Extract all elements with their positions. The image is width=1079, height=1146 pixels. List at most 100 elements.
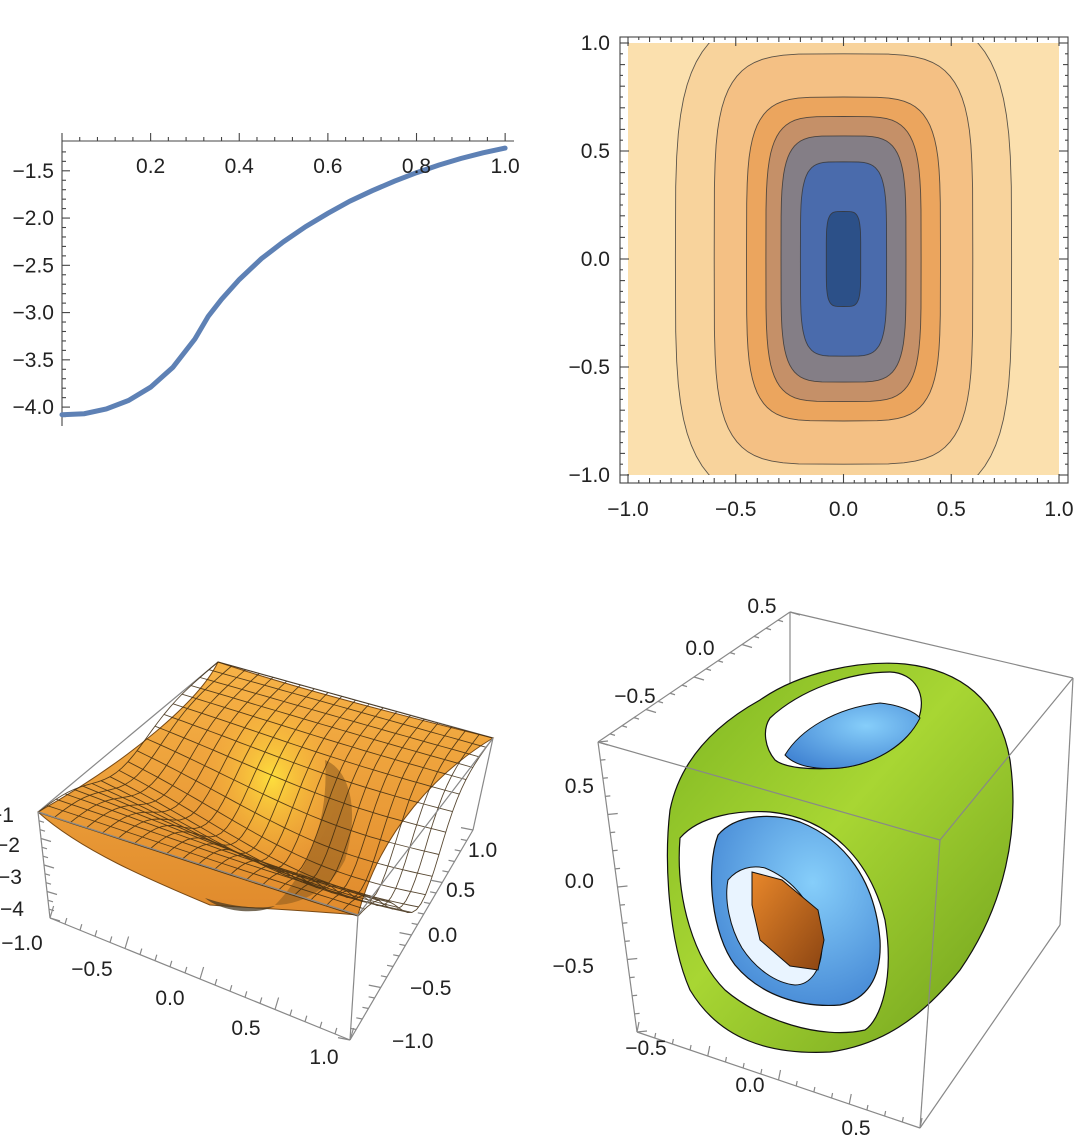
line-chart-x-tick-labels: 0.2 0.4 0.6 0.8 1.0 (136, 155, 520, 178)
contour3d-z-tick-label: −0.5 (553, 955, 594, 978)
line-x-tick-label: 1.0 (491, 155, 520, 178)
line-x-tick-label: 0.4 (225, 155, 255, 178)
contour3d-left-tick (597, 740, 609, 743)
contour3d-bottom-tick (919, 1117, 923, 1129)
contour3d-bottom-tick (724, 1056, 728, 1063)
line-chart-ticks (62, 133, 506, 418)
surface3d-y-tick (442, 870, 449, 873)
surface3d-z-tick (47, 899, 54, 903)
surface3d-panel: −0.5 0.0 0.5 1.0 −1.0 −1.0 −0.5 0.0 0.5 1.0 −1 −2 −3… (0, 661, 497, 1069)
contour3d-top-tick (717, 660, 724, 663)
surface3d-y-tick-label: −1.0 (392, 1030, 433, 1053)
mesh-line-u (208, 669, 487, 748)
surface3d-x-tick (334, 1027, 338, 1035)
mesh-line-u (136, 750, 433, 877)
contour3d-box-front (597, 677, 1074, 1129)
contour-y-tick-label: 0.5 (581, 140, 610, 163)
contour-x-tick-label: 0.5 (937, 498, 966, 521)
surface3d-z-tick (49, 917, 61, 922)
contour3d-bottom-tick (884, 1110, 887, 1117)
contour-levels (628, 43, 1059, 475)
line-series-curve (59, 145, 508, 418)
mesh-line-v (277, 718, 425, 894)
contour3d-left-tick (602, 777, 608, 779)
mesh-line-v (357, 737, 494, 917)
surface3d-x-tick (109, 936, 113, 943)
surface3d-y-tick (362, 1006, 369, 1010)
contour3d-top-tick (741, 643, 753, 649)
contour3d-bottom-tick (777, 1069, 782, 1081)
surface3d-x-tick (214, 978, 218, 986)
mesh-line-u (199, 677, 480, 758)
surface3d-x-tick-label: 0.0 (155, 987, 184, 1010)
surface3d-x-tick (319, 1021, 323, 1028)
surface3d-mesh (37, 661, 494, 917)
contour3d-bottom-tick (830, 1092, 834, 1099)
surface3d-z-tick (43, 864, 55, 869)
surface3d-x-tick (244, 991, 248, 998)
contour3d-top-tick (645, 708, 657, 714)
surface3d-x-tick (274, 997, 280, 1010)
contour-chart-panel: −1.0 −0.5 0.0 0.5 1.0 1.0 0.5 0.0 −0.5 −1.0 (569, 32, 1074, 521)
contour3d-top-tick (729, 652, 736, 655)
contour3d-shells (666, 662, 1014, 1053)
surface3d-y-tick (368, 984, 381, 989)
surface3d-z-tick (46, 890, 58, 896)
contour3d-top-tick (633, 717, 640, 720)
surface3d-z-tick (39, 829, 46, 832)
surface3d-x-tick (139, 948, 143, 955)
contour3d-top-tick (597, 741, 609, 746)
contour3d-top-tick (669, 692, 676, 696)
contour3d-top-tick (693, 676, 705, 681)
surface3d-z-tick (41, 846, 48, 850)
contour3d-left-tick (634, 1012, 640, 1015)
mesh-line-u (172, 703, 460, 795)
surface3d-y-tick (460, 838, 467, 842)
contour3d-bottom-tick (848, 1093, 852, 1105)
line-chart-panel: 0.2 0.4 0.6 0.8 1.0 −1.5 −2.0 −2.5 −3.0 −3.5 −4.0 (13, 133, 520, 426)
line-y-tick-label: −1.5 (13, 160, 54, 183)
surface3d-x-tick (124, 936, 130, 949)
contour3d-bottom-tick (866, 1104, 869, 1111)
contour3d-left-tick (636, 1030, 648, 1033)
contour3d-bottom-tick (813, 1086, 816, 1093)
surface3d-tick-labels: −0.5 0.0 0.5 1.0 −1.0 −1.0 −0.5 0.0 0.5 1.0 −1 −2 −3… (0, 804, 497, 1069)
contour3d-x-tick-label: −0.5 (625, 1037, 666, 1060)
surface3d-z-tick-label: −1 (0, 804, 14, 827)
mesh-line-v (293, 722, 439, 899)
line-chart-y-tick-labels: −1.5 −2.0 −2.5 −3.0 −3.5 −4.0 (13, 160, 54, 419)
contour3d-bottom-tick (795, 1080, 798, 1087)
contour-x-tick-label: 1.0 (1044, 498, 1073, 521)
surface3d-y-tick (423, 901, 431, 905)
contour-x-tick-label: −0.5 (715, 498, 756, 521)
contour3d-bottom-tick (707, 1045, 711, 1057)
line-y-tick-label: −2.0 (13, 207, 54, 230)
mesh-line-u (181, 693, 467, 781)
contour-y-tick-label: 1.0 (581, 32, 610, 55)
contour3d-left-tick (600, 759, 606, 761)
mesh-line-v (261, 715, 411, 889)
surface3d-z-tick (40, 837, 52, 843)
surface3d-y-tick (429, 891, 437, 894)
surface3d-y-tick-label: 1.0 (468, 839, 497, 862)
line-x-tick-label: 0.6 (313, 155, 342, 178)
surface3d-z-tick-label: −3 (0, 866, 22, 889)
contour3d-bottom-tick (689, 1044, 692, 1051)
contour3d-top-tick-label: 0.0 (685, 637, 714, 660)
contour3d-x-tick-label: 0.5 (841, 1117, 870, 1140)
contour3d-top-tick-label: 0.5 (747, 595, 776, 618)
surface3d-y-tick (417, 912, 424, 915)
contour3d-bottom-tick (636, 1021, 640, 1033)
surface3d-y-tick (430, 879, 443, 884)
surface3d-x-tick (64, 917, 68, 925)
contour3d-panel: 0.5 0.0 −0.5 0.5 0.0 −0.5 −0.5 0.0 0.5 (553, 595, 1074, 1140)
mesh-line-u (217, 661, 494, 739)
contour-x-tick-labels: −1.0 −0.5 0.0 0.5 1.0 (607, 498, 1073, 521)
contour-x-tick-label: 0.0 (829, 498, 858, 521)
contour3d-top-tick (705, 668, 712, 671)
line-x-tick-label: 0.8 (402, 155, 431, 178)
surface3d-z-tick (45, 882, 52, 885)
mesh-line-u (163, 713, 453, 813)
contour3d-left-tick (617, 885, 628, 888)
surface3d-y-tick (460, 827, 474, 831)
